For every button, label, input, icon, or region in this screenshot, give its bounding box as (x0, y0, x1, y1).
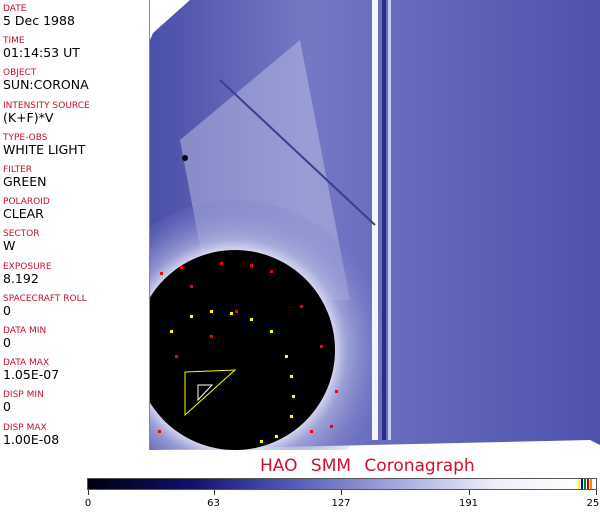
field-date: DATE 5 Dec 1988 (3, 4, 75, 28)
field-object: OBJECT SUN:CORONA (3, 68, 89, 92)
field-label: DISP MIN (3, 390, 44, 401)
field-disp-min: DISP MIN 0 (3, 390, 44, 414)
colorbar-tick (88, 490, 89, 495)
field-exposure: EXPOSURE 8.192 (3, 262, 52, 286)
field-value: SUN:CORONA (3, 77, 89, 93)
field-value: 1.00E-08 (3, 431, 60, 447)
colorbar-tick-label: 191 (458, 498, 479, 509)
field-sector: SECTOR W (3, 229, 40, 253)
field-data-max: DATA MAX 1.05E-07 (3, 358, 59, 382)
field-label: SECTOR (3, 229, 40, 240)
field-disp-max: DISP MAX 1.00E-08 (3, 423, 59, 447)
colorbar-tick-label: 127 (331, 498, 351, 509)
field-value: 1.05E-07 (3, 367, 60, 383)
field-value: 0 (3, 399, 11, 415)
field-value: 0 (3, 302, 11, 318)
occulter-disk (150, 250, 335, 450)
field-label: SPACECRAFT ROLL (3, 293, 87, 304)
colorbar-tick (596, 490, 597, 495)
image-title: HAO SMM Coronagraph (260, 456, 475, 476)
colorbar-tick (468, 490, 470, 495)
field-data-min: DATA MIN 0 (3, 326, 46, 350)
field-label: OBJECT (3, 68, 37, 79)
field-label: DATA MAX (3, 358, 50, 369)
field-label: TYPE-OBS (3, 132, 48, 143)
field-label: DATA MIN (3, 326, 47, 336)
field-value: 8.192 (3, 270, 39, 286)
field-value: WHITE LIGHT (3, 141, 86, 157)
field-value: W (3, 238, 16, 254)
header-info-panel (0, 0, 150, 450)
colorbar-tick (341, 490, 342, 495)
field-label: EXPOSURE (3, 261, 52, 272)
colorbar-tick (213, 490, 215, 495)
field-label: POLAROID (3, 197, 50, 208)
field-label: FILTER (3, 165, 33, 175)
field-time: TIME 01:14:53 UT (3, 36, 80, 60)
field-filter: FILTER GREEN (3, 165, 47, 189)
field-value: 5 Dec 1988 (3, 13, 75, 28)
colorbar (87, 478, 597, 490)
colorbar-tick-label: 63 (207, 498, 220, 509)
field-value: (K+F)*V (3, 109, 54, 125)
field-label: INTENSITY SOURCE (3, 100, 90, 111)
field-spacecraft-roll: SPACECRAFT ROLL 0 (3, 294, 87, 318)
field-value: CLEAR (3, 206, 44, 222)
field-label: DISP MAX (3, 422, 47, 433)
coronagraph-image (150, 0, 600, 450)
field-label: DATE (3, 4, 27, 14)
field-type-obs: TYPE-OBS WHITE LIGHT (3, 133, 85, 157)
field-value: GREEN (3, 174, 47, 189)
field-value: 01:14:53 UT (3, 45, 80, 61)
field-value: 0 (3, 335, 11, 350)
field-label: TIME (3, 36, 25, 47)
field-polaroid: POLAROID CLEAR (3, 197, 50, 221)
field-intensity-source: INTENSITY SOURCE (K+F)*V (3, 101, 90, 125)
colorbar-tick-label: 0 (84, 498, 92, 509)
colorbar-tick-label: 255 (586, 498, 600, 509)
